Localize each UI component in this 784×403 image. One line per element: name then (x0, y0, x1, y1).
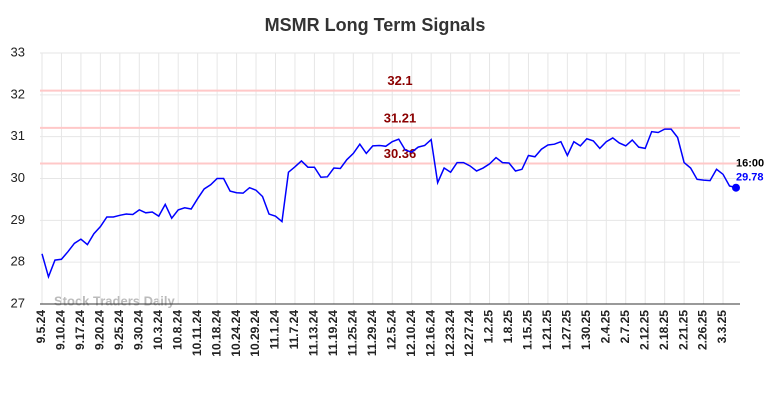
y-tick-label: 31 (11, 128, 25, 143)
x-tick-label: 9.10.24 (54, 310, 68, 350)
reference-label: 31.21 (384, 110, 417, 125)
x-tick-label: 9.5.24 (34, 310, 48, 344)
end-value-label: 29.78 (736, 172, 764, 184)
x-tick-label: 2.26.25 (696, 310, 710, 350)
end-time-label: 16:00 (736, 158, 764, 170)
x-tick-label: 12.16.24 (423, 310, 437, 357)
x-tick-label: 12.10.24 (404, 310, 418, 357)
x-tick-label: 2.7.25 (618, 310, 632, 344)
y-tick-label: 27 (11, 295, 25, 310)
x-tick-label: 12.5.24 (384, 310, 398, 350)
x-tick-label: 10.11.24 (190, 310, 204, 356)
x-tick-label: 1.2.25 (482, 310, 496, 344)
x-tick-label: 1.27.25 (560, 310, 574, 350)
x-tick-label: 2.4.25 (598, 310, 612, 344)
watermark: Stock Traders Daily (54, 293, 175, 308)
x-tick-label: 9.25.24 (112, 310, 126, 350)
x-tick-label: 2.21.25 (676, 310, 690, 350)
x-tick-label: 10.8.24 (170, 310, 184, 350)
x-tick-label: 3.3.25 (715, 310, 729, 344)
x-tick-label: 11.7.24 (287, 310, 301, 350)
reference-label: 32.1 (387, 73, 412, 88)
x-tick-label: 11.29.24 (365, 310, 379, 356)
reference-label: 30.36 (384, 146, 417, 161)
chart-title: MSMR Long Term Signals (265, 15, 486, 35)
x-tick-label: 11.1.24 (268, 310, 282, 350)
x-tick-label: 9.17.24 (73, 310, 87, 350)
x-tick-label: 10.18.24 (209, 310, 223, 357)
y-tick-label: 28 (11, 254, 25, 269)
x-tick-label: 11.25.24 (345, 310, 359, 356)
x-tick-label: 1.30.25 (579, 310, 593, 350)
x-tick-label: 11.19.24 (326, 310, 340, 356)
x-tick-label: 10.29.24 (248, 310, 262, 357)
y-tick-label: 30 (11, 170, 25, 185)
x-tick-label: 1.8.25 (501, 310, 515, 344)
end-point (732, 183, 740, 192)
x-tick-label: 12.27.24 (462, 310, 476, 357)
x-tick-label: 9.20.24 (93, 310, 107, 350)
y-tick-label: 33 (11, 44, 25, 59)
x-tick-label: 1.15.25 (521, 310, 535, 350)
x-tick-label: 10.3.24 (151, 310, 165, 350)
x-tick-label: 2.18.25 (657, 310, 671, 350)
x-tick-label: 10.24.24 (229, 310, 243, 357)
x-tick-label: 2.12.25 (637, 310, 651, 350)
x-tick-label: 11.13.24 (307, 310, 321, 356)
y-tick-label: 32 (11, 86, 25, 101)
x-tick-label: 1.21.25 (540, 310, 554, 350)
x-tick-label: 12.23.24 (443, 310, 457, 357)
line (41, 128, 737, 280)
x-tick-label: 9.30.24 (131, 310, 145, 350)
y-tick-label: 29 (11, 212, 25, 227)
